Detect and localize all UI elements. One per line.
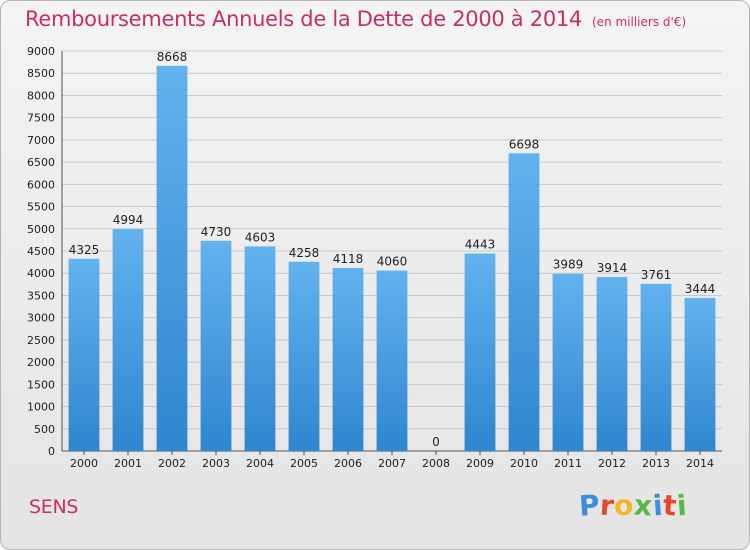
bar-2006 (332, 267, 364, 451)
y-tick-label: 6000 (27, 178, 55, 191)
value-label-2009: 4443 (465, 238, 496, 252)
proxiti-logo: Proxiti (577, 488, 688, 523)
x-tick-label: 2007 (378, 457, 406, 470)
y-tick-label: 2500 (27, 334, 55, 347)
value-label-2006: 4118 (333, 252, 364, 266)
value-label-2007: 4060 (377, 255, 408, 269)
x-tick-label: 2014 (686, 457, 714, 470)
x-tick-label: 2010 (510, 457, 538, 470)
x-tick-label: 2001 (114, 457, 142, 470)
y-tick-label: 8000 (27, 89, 55, 102)
commune-name: SENS (29, 496, 79, 518)
logo-letter: x (632, 488, 654, 523)
value-label-2012: 3914 (597, 261, 628, 275)
label-layer: 0 500 1000 1500 2000 2500 3000 3500 4000 4500 5000… (27, 45, 715, 470)
value-label-2001: 4994 (113, 213, 144, 227)
value-label-2003: 4730 (201, 225, 232, 239)
bar-2012 (596, 277, 628, 451)
x-tick-label: 2000 (70, 457, 98, 470)
y-tick-label: 4000 (27, 267, 55, 280)
x-tick-label: 2012 (598, 457, 626, 470)
y-tick-label: 4500 (27, 245, 55, 258)
bar-2005 (288, 261, 320, 451)
logo-letter: P (577, 488, 602, 523)
x-tick-label: 2009 (466, 457, 494, 470)
y-tick-label: 5000 (27, 223, 55, 236)
value-label-2011: 3989 (553, 258, 584, 272)
x-tick-label: 2004 (246, 457, 274, 470)
x-tick-label: 2013 (642, 457, 670, 470)
bar-2003 (200, 240, 232, 451)
y-tick-label: 9000 (27, 45, 55, 58)
bar-2010 (508, 153, 540, 452)
value-label-2000: 4325 (69, 243, 100, 257)
y-tick-label: 5500 (27, 201, 55, 214)
chart-title: Remboursements Annuels de la Dette de 20… (25, 7, 686, 31)
y-tick-label: 8500 (27, 67, 55, 80)
bar-2014 (684, 297, 716, 451)
value-label-2005: 4258 (289, 246, 320, 260)
value-label-2002: 8668 (157, 50, 188, 64)
x-tick-label: 2005 (290, 457, 318, 470)
bar-2002 (156, 65, 188, 451)
y-tick-label: 7000 (27, 134, 55, 147)
y-tick-label: 500 (34, 423, 55, 436)
x-tick-label: 2011 (554, 457, 582, 470)
y-tick-label: 2000 (27, 356, 55, 369)
bar-2004 (244, 246, 276, 451)
bar-2007 (376, 270, 408, 451)
y-tick-label: 0 (48, 445, 55, 458)
bar-2009 (464, 253, 496, 451)
x-tick-label: 2002 (158, 457, 186, 470)
x-tick-label: 2003 (202, 457, 230, 470)
bar-chart: 0 500 1000 1500 2000 2500 3000 3500 4000 4500 5000… (27, 45, 722, 470)
chart-title-text: Remboursements Annuels de la Dette de 20… (25, 7, 582, 31)
y-tick-label: 3000 (27, 312, 55, 325)
y-tick-label: 1500 (27, 378, 55, 391)
y-tick-label: 7500 (27, 112, 55, 125)
chart-unit-note: (en milliers d'€) (592, 15, 687, 29)
bar-layer (68, 65, 716, 452)
y-tick-label: 1000 (27, 401, 55, 414)
y-tick-label: 3500 (27, 289, 55, 302)
value-label-2004: 4603 (245, 230, 276, 244)
y-tick-label: 6500 (27, 156, 55, 169)
logo-letter: i (675, 488, 688, 523)
logo-letter: o (613, 488, 636, 523)
x-tick-label: 2006 (334, 457, 362, 470)
bar-2011 (552, 273, 584, 451)
x-tick-label: 2008 (422, 457, 450, 470)
value-label-2014: 3444 (685, 282, 716, 296)
bar-2013 (640, 283, 672, 451)
value-label-2010: 6698 (509, 137, 540, 151)
value-label-2013: 3761 (641, 268, 672, 282)
bar-2000 (68, 258, 100, 451)
bar-2001 (112, 229, 144, 451)
value-label-2008: 0 (432, 435, 440, 449)
